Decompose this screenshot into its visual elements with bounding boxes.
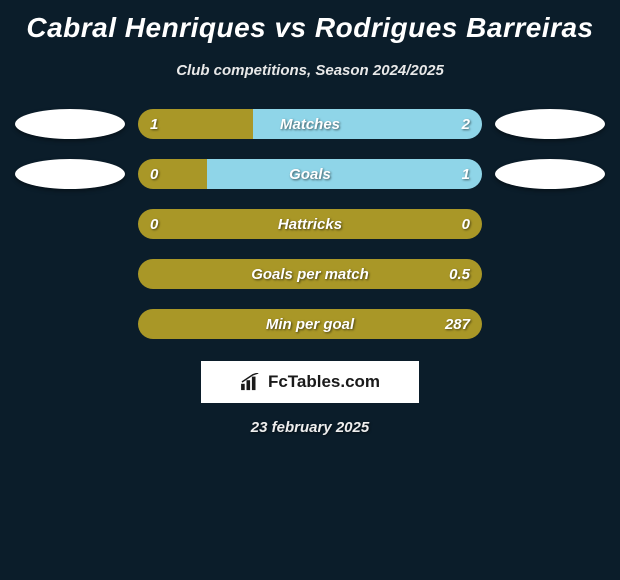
stat-label: Hattricks (138, 209, 482, 239)
player-right-oval (495, 159, 605, 189)
right-side-slot (488, 159, 612, 189)
player-left-oval (15, 159, 125, 189)
date-text: 23 february 2025 (0, 419, 620, 436)
stat-label: Goals per match (138, 259, 482, 289)
stat-row: Matches1 2 (0, 107, 620, 141)
right-side-slot (488, 109, 612, 139)
brand-badge: FcTables.com (201, 361, 419, 403)
stat-bar: Min per goal287 (138, 309, 482, 339)
stat-bar: Matches1 2 (138, 109, 482, 139)
stat-row: Goals per match0.5 (0, 257, 620, 291)
player-left-oval (15, 109, 125, 139)
stat-bar: Goals0 1 (138, 159, 482, 189)
stat-label: Goals (138, 159, 482, 189)
page-title: Cabral Henriques vs Rodrigues Barreiras (0, 0, 620, 44)
stat-value-right: 0 (462, 209, 470, 239)
infographic-card: Cabral Henriques vs Rodrigues Barreiras … (0, 0, 620, 580)
stat-label: Matches (138, 109, 482, 139)
player-right-oval (495, 109, 605, 139)
stat-value-right: 1 (462, 159, 470, 189)
stat-value-right: 0.5 (449, 259, 470, 289)
stat-bar: Hattricks0 0 (138, 209, 482, 239)
stat-row: Min per goal287 (0, 307, 620, 341)
stat-label: Min per goal (138, 309, 482, 339)
stat-value-left: 0 (150, 209, 158, 239)
stat-value-left: 1 (150, 109, 158, 139)
stat-value-right: 2 (462, 109, 470, 139)
stat-value-left: 0 (150, 159, 158, 189)
stat-rows: Matches12Goals01Hattricks00Goals per mat… (0, 107, 620, 341)
stat-value-right: 287 (445, 309, 470, 339)
left-side-slot (8, 109, 132, 139)
brand-text: FcTables.com (268, 372, 380, 392)
bar-chart-icon (240, 373, 262, 391)
stat-row: Hattricks0 0 (0, 207, 620, 241)
stat-row: Goals0 1 (0, 157, 620, 191)
stat-bar: Goals per match0.5 (138, 259, 482, 289)
subtitle: Club competitions, Season 2024/2025 (0, 62, 620, 79)
left-side-slot (8, 159, 132, 189)
